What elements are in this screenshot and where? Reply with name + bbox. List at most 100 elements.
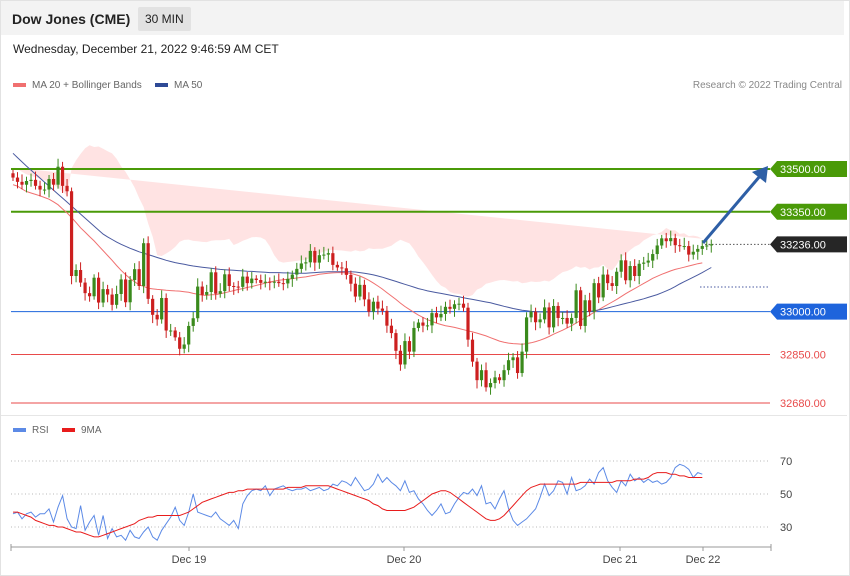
level-tag-bg (770, 236, 847, 253)
candle-body (223, 274, 227, 292)
candle-body (92, 277, 96, 297)
candle (133, 263, 137, 286)
level-label-33500.00: 33500.00 (780, 164, 826, 176)
candle-body (565, 317, 569, 324)
candle-body (538, 319, 542, 323)
candle (142, 238, 146, 294)
candle (317, 249, 321, 269)
candle (452, 300, 457, 317)
candle (610, 276, 614, 291)
candle (344, 260, 348, 280)
candle (331, 246, 335, 271)
candle (570, 313, 574, 332)
candle (353, 277, 357, 303)
candle (457, 297, 461, 311)
legend-rsi-label: RSI (32, 425, 49, 436)
candle-body (682, 246, 686, 248)
candle-body (78, 270, 83, 283)
candle (254, 275, 258, 284)
credit-text: Research © 2022 Trading Central (692, 80, 842, 91)
candle-body (502, 370, 506, 381)
ma50-swatch (155, 83, 168, 88)
level-tag-bg (770, 161, 847, 177)
candle-body (42, 189, 47, 191)
candle-body (169, 330, 173, 332)
candle (588, 292, 592, 317)
candle (655, 238, 659, 260)
candle-body (290, 274, 294, 279)
timeframe-button[interactable]: 30 MIN (138, 7, 191, 31)
candle-body (597, 283, 601, 298)
candle-body (678, 245, 682, 247)
candle (155, 309, 159, 326)
candle-body (394, 333, 398, 351)
candle (664, 232, 668, 248)
candle-body (497, 377, 502, 381)
candle-body (65, 185, 69, 192)
x-tick-label: Dec 20 (387, 554, 422, 566)
candle-body (227, 274, 231, 286)
candle (56, 158, 60, 189)
candle-body (241, 276, 245, 287)
candle (358, 276, 362, 301)
candle (83, 278, 87, 301)
candle (696, 244, 700, 260)
candle (691, 244, 695, 260)
candle-body (29, 179, 33, 181)
candle-body (24, 180, 29, 185)
candle-body (475, 361, 479, 381)
candle (511, 353, 515, 368)
candle (313, 247, 317, 271)
candle-body (385, 310, 389, 326)
candle (173, 327, 177, 341)
x-tick-label: Dec 19 (172, 554, 207, 566)
candle-body (448, 306, 452, 309)
candle-body (425, 325, 430, 327)
candle-body (349, 274, 353, 284)
candle-body (461, 303, 466, 308)
candle-body (421, 322, 425, 326)
candle-body (218, 291, 222, 294)
candle (11, 169, 15, 181)
candle-body (196, 286, 200, 319)
candle (425, 317, 430, 331)
candle (556, 302, 560, 327)
candle-body (633, 266, 637, 277)
candle-body (646, 260, 650, 263)
candle-body (272, 281, 276, 283)
candle (308, 244, 312, 268)
candle (322, 246, 326, 260)
candle-body (20, 181, 24, 185)
candle-body (38, 185, 42, 190)
candle (304, 257, 308, 271)
candle (430, 308, 434, 334)
candle-body (308, 250, 312, 263)
candle (187, 321, 191, 353)
candle-body (191, 318, 195, 326)
candle-body (182, 344, 186, 349)
candle (642, 256, 646, 271)
candle (412, 321, 416, 358)
candle-body (344, 268, 348, 275)
candle-body (353, 283, 357, 297)
candle (241, 268, 245, 292)
x-tick-label: Dec 21 (603, 554, 638, 566)
forecast-arrow-shaft (701, 175, 762, 244)
candle (119, 274, 123, 301)
candle-body (619, 260, 623, 272)
candle-body (479, 370, 484, 381)
candle (403, 333, 407, 369)
candle (87, 286, 92, 302)
candle (709, 239, 713, 253)
rsi-tick-30: 30 (780, 522, 792, 534)
candle-body (610, 283, 614, 286)
candle (700, 240, 704, 255)
candle-body (389, 325, 394, 334)
candle (497, 373, 502, 384)
candle-body (533, 311, 538, 323)
candle (299, 255, 303, 273)
candle-body (250, 278, 254, 284)
candle-body (137, 269, 141, 286)
